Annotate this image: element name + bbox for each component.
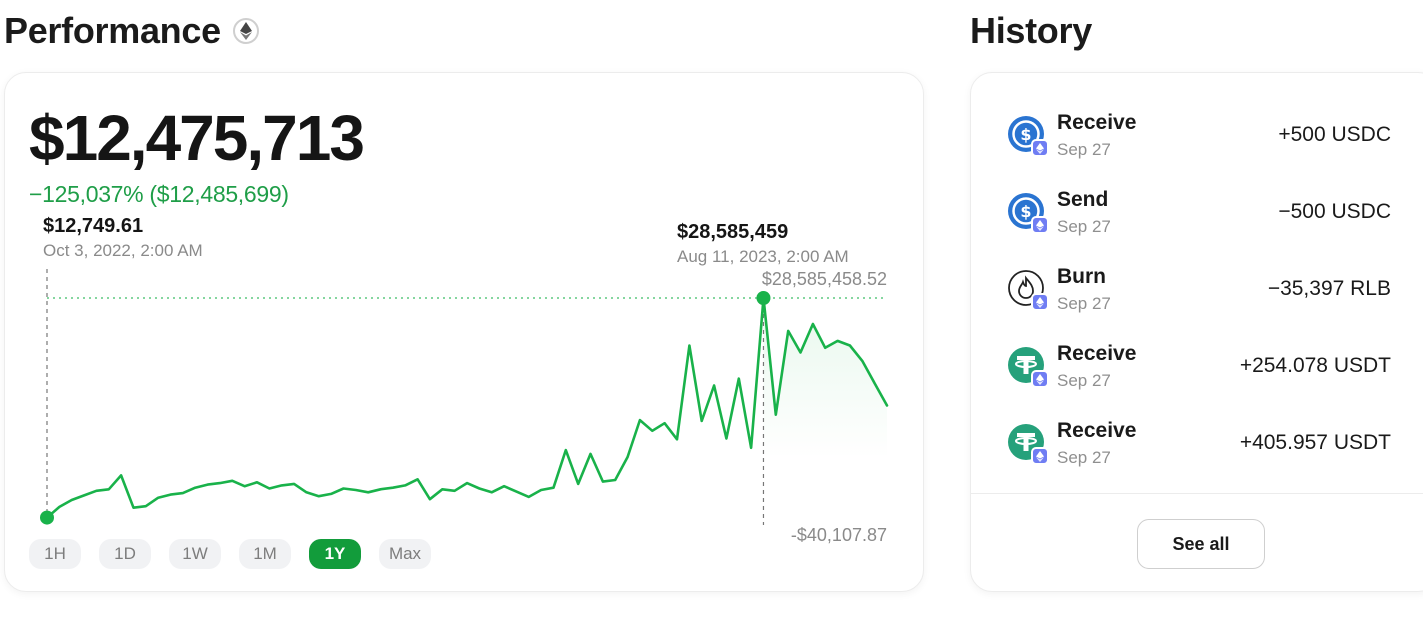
range-button-max[interactable]: Max [379,539,431,569]
transaction-amount: −500 USDC [1278,200,1391,223]
range-button-1m[interactable]: 1M [239,539,291,569]
transaction-amount: +254.078 USDT [1239,354,1391,377]
chart-peak-point[interactable] [756,291,771,305]
range-button-1h[interactable]: 1H [29,539,81,569]
transaction-type: Receive [1057,419,1137,442]
transaction-type: Receive [1057,342,1137,365]
peak-tooltip-date: Aug 11, 2023, 2:00 AM [677,247,849,266]
ethereum-chain-badge-icon [1031,139,1049,157]
transaction-date: Sep 27 [1057,371,1111,390]
transaction-date: Sep 27 [1057,294,1111,313]
chart-max-label: $28,585,458.52 [761,269,887,289]
balance-change: −125,037% ($12,485,699) [29,181,289,207]
transaction-row[interactable]: $ Send Sep 27 −500 USDC [971,172,1423,249]
chart-min-label: -$40,107.87 [790,525,887,545]
ethereum-chain-badge-icon [1031,370,1049,388]
peak-tooltip-value: $28,585,459 [677,221,789,243]
transaction-amount: −35,397 RLB [1267,277,1391,300]
transaction-type: Send [1057,188,1109,211]
transaction-row[interactable]: Burn Sep 27 −35,397 RLB [971,249,1423,326]
transaction-date: Sep 27 [1057,140,1111,159]
time-range-selector: 1H 1D 1W 1M 1Y Max [29,539,431,569]
history-card: $ Receive Sep 27 +500 USDC $ Send Sep 27 −500 U… [970,72,1423,592]
transaction-date: Sep 27 [1057,217,1111,236]
performance-title: Performance [4,10,259,52]
start-tooltip-date: Oct 3, 2022, 2:00 AM [43,241,203,260]
chart-start-point[interactable] [40,510,54,525]
transaction-type: Burn [1057,265,1106,288]
transaction-row[interactable]: Receive Sep 27 +405.957 USDT [971,403,1423,480]
transaction-row[interactable]: Receive Sep 27 +254.078 USDT [971,326,1423,403]
ethereum-chain-badge-icon [1031,216,1049,234]
transaction-type: Receive [1057,111,1137,134]
performance-title-text: Performance [4,10,221,51]
see-all-button[interactable]: See all [1137,519,1265,569]
transaction-amount: +405.957 USDT [1239,431,1391,454]
range-button-1d[interactable]: 1D [99,539,151,569]
transaction-date: Sep 27 [1057,448,1111,467]
chart-line [45,296,889,519]
history-title: History [970,10,1092,51]
transaction-list: $ Receive Sep 27 +500 USDC $ Send Sep 27 −500 U… [971,95,1423,480]
svg-text:$: $ [1020,125,1031,144]
ethereum-chain-badge-icon [1031,293,1049,311]
balance-value: $12,475,713 [29,102,365,174]
performance-chart[interactable] [5,73,925,593]
range-button-1y[interactable]: 1Y [309,539,361,569]
history-divider [971,493,1423,494]
start-tooltip-value: $12,749.61 [43,215,144,237]
transaction-row[interactable]: $ Receive Sep 27 +500 USDC [971,95,1423,172]
ethereum-chain-badge-icon [1031,447,1049,465]
transaction-amount: +500 USDC [1278,123,1391,146]
range-button-1w[interactable]: 1W [169,539,221,569]
chart-highlight-area [763,298,887,458]
svg-text:$: $ [1020,202,1031,221]
ethereum-icon[interactable] [232,18,259,44]
performance-card: $12,475,713 −125,037% ($12,485,699) $12,… [4,72,924,592]
